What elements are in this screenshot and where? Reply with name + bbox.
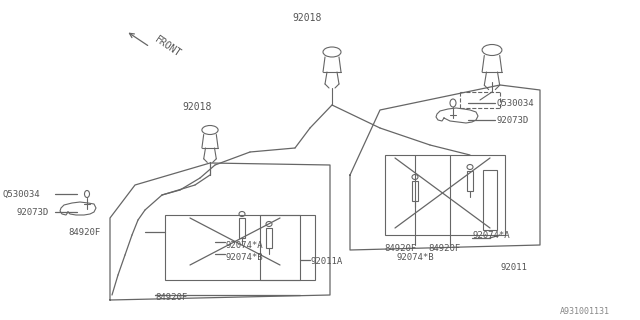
Bar [266, 228, 272, 248]
Bar [385, 155, 505, 235]
Text: 92074*B: 92074*B [225, 252, 262, 261]
Text: 92074*A: 92074*A [472, 230, 509, 239]
Bar [239, 218, 245, 238]
Text: FRONT: FRONT [153, 35, 183, 59]
Bar [412, 181, 418, 201]
Text: 84920F: 84920F [428, 244, 460, 252]
Text: 92011: 92011 [500, 263, 527, 273]
Text: 92074*B: 92074*B [396, 253, 434, 262]
Bar [483, 170, 497, 230]
Text: A931001131: A931001131 [560, 308, 610, 316]
Bar [165, 215, 300, 280]
Text: 92073D: 92073D [16, 207, 48, 217]
Text: 84920F: 84920F [384, 244, 416, 252]
Text: 92073D: 92073D [496, 116, 528, 124]
Text: 92011A: 92011A [310, 258, 342, 267]
Text: 92018: 92018 [292, 13, 321, 23]
Bar [467, 171, 473, 191]
Text: Q530034: Q530034 [496, 99, 534, 108]
Text: 84920F: 84920F [68, 228, 100, 236]
Bar [260, 215, 315, 280]
Text: 92074*A: 92074*A [225, 241, 262, 250]
Text: 84920F: 84920F [155, 293, 188, 302]
Text: 92018: 92018 [182, 102, 211, 112]
Text: Q530034: Q530034 [2, 189, 40, 198]
